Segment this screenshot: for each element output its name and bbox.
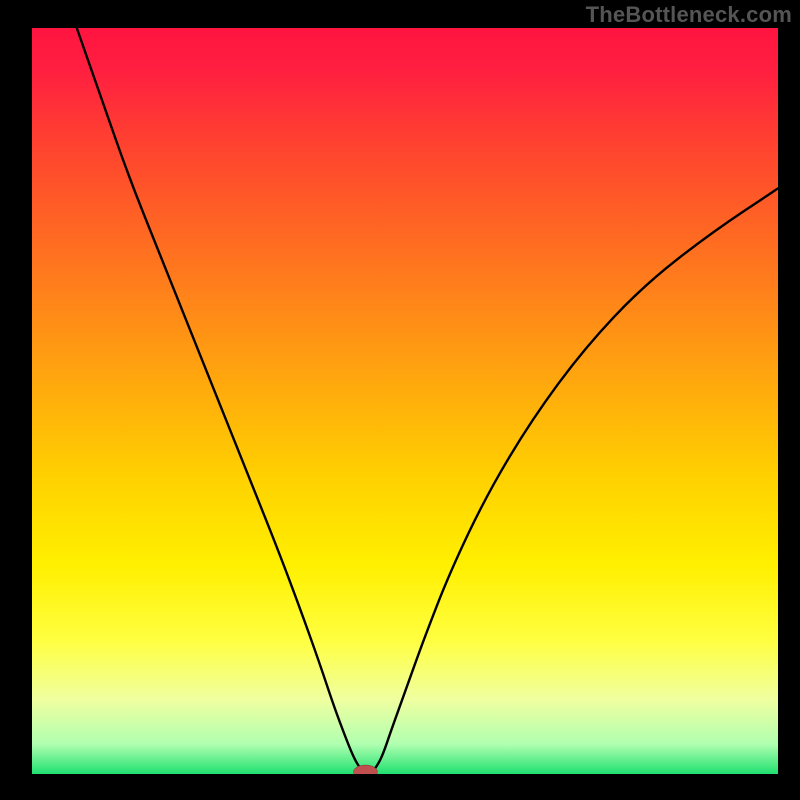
plot-area bbox=[32, 28, 778, 774]
bottleneck-chart bbox=[32, 28, 778, 774]
watermark-text: TheBottleneck.com bbox=[586, 2, 792, 28]
gradient-background bbox=[32, 28, 778, 774]
plot-frame bbox=[0, 0, 800, 800]
figure-container: TheBottleneck.com bbox=[0, 0, 800, 800]
